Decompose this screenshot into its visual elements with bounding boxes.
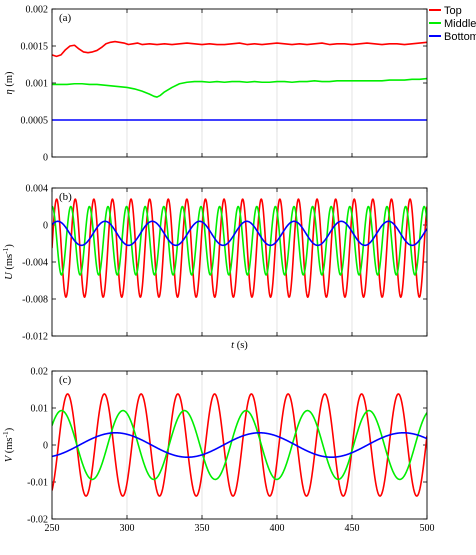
- x-tick-label: 500: [420, 523, 435, 534]
- y-tick-label: -0.02: [27, 515, 48, 526]
- plot-frame: [51, 8, 428, 158]
- y-axis-label: V (ms-1): [1, 427, 15, 462]
- panel-label: (c): [59, 374, 72, 386]
- legend-label-top: Top: [444, 5, 462, 17]
- panel-1: 0 0.0005 0.001 0.0015 0.002 (a) η (m): [4, 5, 428, 164]
- x-tick-label: 300: [120, 523, 135, 534]
- y-tick-label: 0: [43, 153, 48, 164]
- x-tick-label: 250: [45, 523, 60, 534]
- series-line-middle: [52, 205, 427, 276]
- x-tick-label: 450: [345, 523, 360, 534]
- series-line-top: [52, 40, 427, 58]
- series-line-middle: [52, 409, 427, 481]
- y-tick-label: -0.004: [22, 258, 48, 269]
- plot-frame: [51, 370, 428, 520]
- series-group: [52, 393, 427, 497]
- plot-frame: [51, 187, 428, 337]
- y-tick-label: 0.002: [26, 5, 49, 16]
- series-line-top: [52, 198, 427, 298]
- y-tick-label: 0: [43, 441, 48, 452]
- y-tick-label: 0: [43, 221, 48, 232]
- panel-2: -0.012 -0.008 -0.004 0 0.004 (b) U (ms-1): [1, 184, 428, 343]
- legend-label-middle: Middle: [444, 18, 476, 30]
- series-group: [52, 198, 427, 298]
- y-tick-label: 0.02: [31, 367, 49, 378]
- series-line-middle: [52, 77, 427, 98]
- series-line-bottom: [52, 431, 427, 459]
- y-tick-label: 0.0005: [21, 116, 49, 127]
- x-tick-label: 400: [270, 523, 285, 534]
- series-line-top: [52, 393, 427, 497]
- y-tick-label: 0.001: [26, 79, 49, 90]
- y-tick-label: -0.01: [27, 478, 48, 489]
- y-tick-label: 0.004: [26, 184, 49, 195]
- series-line-bottom: [52, 220, 427, 247]
- y-tick-label: -0.012: [22, 332, 48, 343]
- series-group: [52, 40, 427, 121]
- y-tick-label: 0.01: [31, 404, 49, 415]
- y-axis-label: U (ms-1): [1, 244, 15, 280]
- y-tick-label: 0.0015: [21, 42, 49, 53]
- x-axis-label: t (s): [231, 340, 248, 351]
- x-tick-label: 350: [195, 523, 210, 534]
- y-axis-label: η (m): [4, 71, 15, 95]
- legend-label-bottom: Bottom: [444, 31, 476, 43]
- panel-label: (b): [59, 191, 72, 203]
- panel-3: -0.02 -0.01 0 0.01 0.02 250 300 350 400 450 500 (c)…: [1, 367, 435, 535]
- y-tick-label: -0.008: [22, 295, 48, 306]
- panel-label: (a): [59, 12, 72, 24]
